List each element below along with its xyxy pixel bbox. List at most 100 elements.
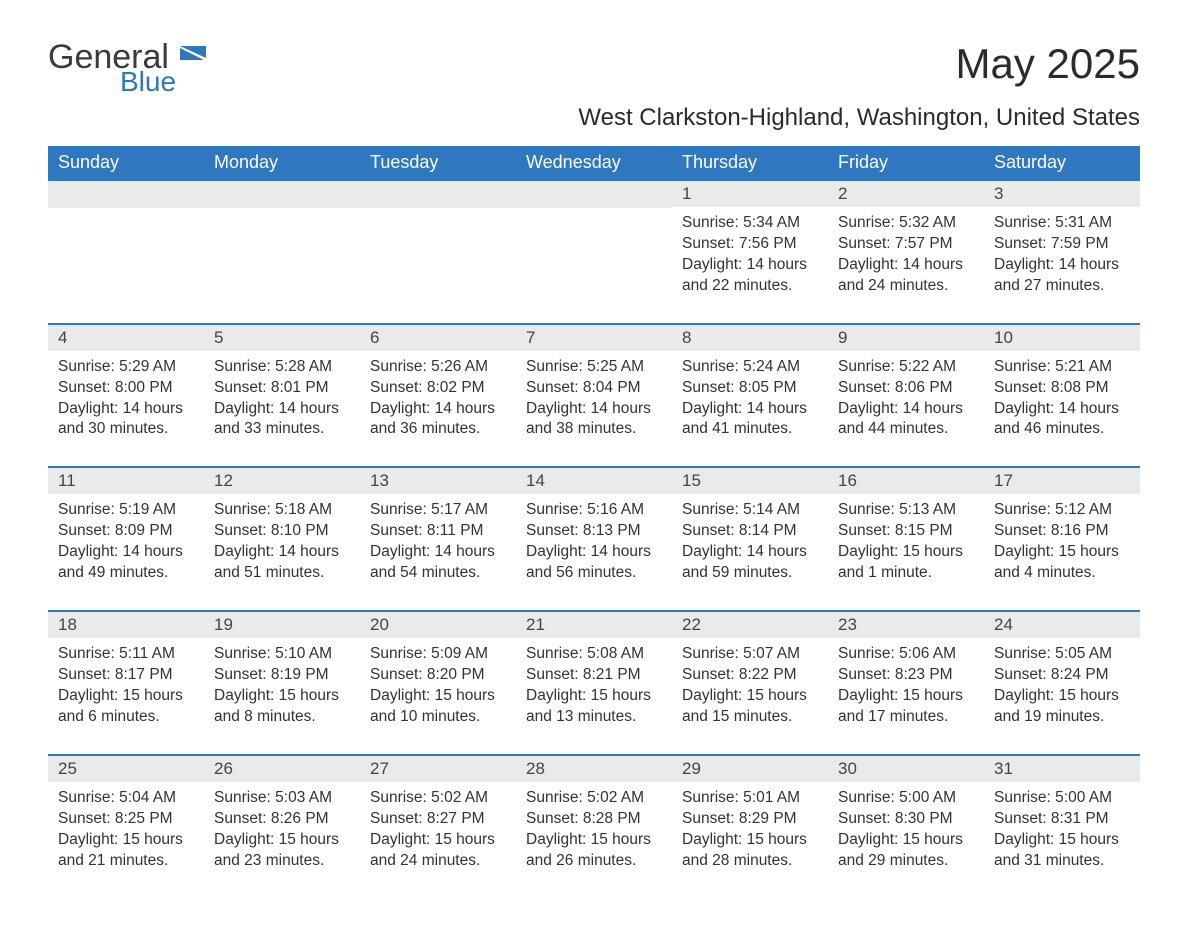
sunset-line: Sunset: 8:00 PM: [58, 378, 194, 399]
daylight-line: Daylight: 14 hours and 46 minutes.: [994, 399, 1130, 441]
sunset-line: Sunset: 7:56 PM: [682, 234, 818, 255]
day-number: 10: [984, 325, 1140, 351]
day-number: [516, 181, 672, 208]
day-number: 2: [828, 181, 984, 207]
day-content: Sunrise: 5:08 AMSunset: 8:21 PMDaylight:…: [516, 638, 672, 728]
day-number: 9: [828, 325, 984, 351]
sunset-line: Sunset: 8:26 PM: [214, 809, 350, 830]
sunrise-line: Sunrise: 5:31 AM: [994, 213, 1130, 234]
daylight-line: Daylight: 15 hours and 4 minutes.: [994, 542, 1130, 584]
daylight-line: Daylight: 14 hours and 59 minutes.: [682, 542, 818, 584]
daylight-line: Daylight: 15 hours and 8 minutes.: [214, 686, 350, 728]
sunset-line: Sunset: 7:59 PM: [994, 234, 1130, 255]
calendar-cell: 31Sunrise: 5:00 AMSunset: 8:31 PMDayligh…: [984, 755, 1140, 898]
weekday-header: Wednesday: [516, 146, 672, 180]
day-number: 5: [204, 325, 360, 351]
daylight-line: Daylight: 14 hours and 41 minutes.: [682, 399, 818, 441]
sunrise-line: Sunrise: 5:29 AM: [58, 357, 194, 378]
day-content: Sunrise: 5:19 AMSunset: 8:09 PMDaylight:…: [48, 494, 204, 584]
sunrise-line: Sunrise: 5:10 AM: [214, 644, 350, 665]
sunrise-line: Sunrise: 5:02 AM: [370, 788, 506, 809]
daylight-line: Daylight: 15 hours and 13 minutes.: [526, 686, 662, 728]
calendar-week: 18Sunrise: 5:11 AMSunset: 8:17 PMDayligh…: [48, 611, 1140, 755]
day-content: Sunrise: 5:02 AMSunset: 8:27 PMDaylight:…: [360, 782, 516, 872]
day-number: 22: [672, 612, 828, 638]
calendar-cell: [204, 180, 360, 324]
calendar-cell: 1Sunrise: 5:34 AMSunset: 7:56 PMDaylight…: [672, 180, 828, 324]
calendar-cell: 5Sunrise: 5:28 AMSunset: 8:01 PMDaylight…: [204, 324, 360, 468]
sunset-line: Sunset: 8:30 PM: [838, 809, 974, 830]
sunrise-line: Sunrise: 5:18 AM: [214, 500, 350, 521]
day-content: Sunrise: 5:25 AMSunset: 8:04 PMDaylight:…: [516, 351, 672, 441]
sunset-line: Sunset: 8:05 PM: [682, 378, 818, 399]
day-number: 3: [984, 181, 1140, 207]
day-number: 13: [360, 468, 516, 494]
sunrise-line: Sunrise: 5:12 AM: [994, 500, 1130, 521]
calendar-cell: 17Sunrise: 5:12 AMSunset: 8:16 PMDayligh…: [984, 467, 1140, 611]
sunrise-line: Sunrise: 5:13 AM: [838, 500, 974, 521]
sunset-line: Sunset: 8:13 PM: [526, 521, 662, 542]
daylight-line: Daylight: 14 hours and 54 minutes.: [370, 542, 506, 584]
sunrise-line: Sunrise: 5:22 AM: [838, 357, 974, 378]
day-content: Sunrise: 5:09 AMSunset: 8:20 PMDaylight:…: [360, 638, 516, 728]
daylight-line: Daylight: 14 hours and 27 minutes.: [994, 255, 1130, 297]
sunset-line: Sunset: 8:02 PM: [370, 378, 506, 399]
daylight-line: Daylight: 15 hours and 23 minutes.: [214, 830, 350, 872]
day-content: Sunrise: 5:13 AMSunset: 8:15 PMDaylight:…: [828, 494, 984, 584]
sunset-line: Sunset: 8:08 PM: [994, 378, 1130, 399]
calendar-cell: 10Sunrise: 5:21 AMSunset: 8:08 PMDayligh…: [984, 324, 1140, 468]
sunrise-line: Sunrise: 5:06 AM: [838, 644, 974, 665]
weekday-header: Tuesday: [360, 146, 516, 180]
daylight-line: Daylight: 14 hours and 33 minutes.: [214, 399, 350, 441]
day-number: 16: [828, 468, 984, 494]
day-number: 1: [672, 181, 828, 207]
daylight-line: Daylight: 14 hours and 36 minutes.: [370, 399, 506, 441]
calendar-cell: 11Sunrise: 5:19 AMSunset: 8:09 PMDayligh…: [48, 467, 204, 611]
calendar-cell: 24Sunrise: 5:05 AMSunset: 8:24 PMDayligh…: [984, 611, 1140, 755]
calendar-cell: 22Sunrise: 5:07 AMSunset: 8:22 PMDayligh…: [672, 611, 828, 755]
day-number: 29: [672, 756, 828, 782]
day-number: 24: [984, 612, 1140, 638]
sunrise-line: Sunrise: 5:32 AM: [838, 213, 974, 234]
day-content: Sunrise: 5:07 AMSunset: 8:22 PMDaylight:…: [672, 638, 828, 728]
day-number: 8: [672, 325, 828, 351]
calendar-cell: 2Sunrise: 5:32 AMSunset: 7:57 PMDaylight…: [828, 180, 984, 324]
calendar-cell: 6Sunrise: 5:26 AMSunset: 8:02 PMDaylight…: [360, 324, 516, 468]
calendar-cell: 15Sunrise: 5:14 AMSunset: 8:14 PMDayligh…: [672, 467, 828, 611]
daylight-line: Daylight: 15 hours and 29 minutes.: [838, 830, 974, 872]
calendar-cell: 21Sunrise: 5:08 AMSunset: 8:21 PMDayligh…: [516, 611, 672, 755]
day-content: Sunrise: 5:12 AMSunset: 8:16 PMDaylight:…: [984, 494, 1140, 584]
calendar-cell: 29Sunrise: 5:01 AMSunset: 8:29 PMDayligh…: [672, 755, 828, 898]
day-number: 25: [48, 756, 204, 782]
day-content: Sunrise: 5:21 AMSunset: 8:08 PMDaylight:…: [984, 351, 1140, 441]
weekday-header-row: SundayMondayTuesdayWednesdayThursdayFrid…: [48, 146, 1140, 180]
sunset-line: Sunset: 8:20 PM: [370, 665, 506, 686]
day-number: 4: [48, 325, 204, 351]
daylight-line: Daylight: 15 hours and 24 minutes.: [370, 830, 506, 872]
day-content: Sunrise: 5:11 AMSunset: 8:17 PMDaylight:…: [48, 638, 204, 728]
sunrise-line: Sunrise: 5:11 AM: [58, 644, 194, 665]
day-number: 28: [516, 756, 672, 782]
daylight-line: Daylight: 14 hours and 30 minutes.: [58, 399, 194, 441]
day-content: Sunrise: 5:34 AMSunset: 7:56 PMDaylight:…: [672, 207, 828, 297]
sunset-line: Sunset: 8:21 PM: [526, 665, 662, 686]
day-number: [204, 181, 360, 208]
calendar-cell: 7Sunrise: 5:25 AMSunset: 8:04 PMDaylight…: [516, 324, 672, 468]
sunset-line: Sunset: 8:29 PM: [682, 809, 818, 830]
calendar-cell: [48, 180, 204, 324]
daylight-line: Daylight: 14 hours and 44 minutes.: [838, 399, 974, 441]
calendar-cell: 4 Sunrise: 5:29 AMSunset: 8:00 PMDaylight…: [48, 324, 204, 468]
daylight-line: Daylight: 15 hours and 28 minutes.: [682, 830, 818, 872]
day-content: Sunrise: 5:01 AMSunset: 8:29 PMDaylight:…: [672, 782, 828, 872]
daylight-line: Daylight: 15 hours and 17 minutes.: [838, 686, 974, 728]
sunset-line: Sunset: 8:17 PM: [58, 665, 194, 686]
sunrise-line: Sunrise: 5:09 AM: [370, 644, 506, 665]
daylight-line: Daylight: 15 hours and 26 minutes.: [526, 830, 662, 872]
sunrise-line: Sunrise: 5:08 AM: [526, 644, 662, 665]
sunrise-line: Sunrise: 5:02 AM: [526, 788, 662, 809]
day-number: 7: [516, 325, 672, 351]
sunrise-line: Sunrise: 5:28 AM: [214, 357, 350, 378]
day-number: 21: [516, 612, 672, 638]
sunrise-line: Sunrise: 5:24 AM: [682, 357, 818, 378]
sunset-line: Sunset: 8:28 PM: [526, 809, 662, 830]
